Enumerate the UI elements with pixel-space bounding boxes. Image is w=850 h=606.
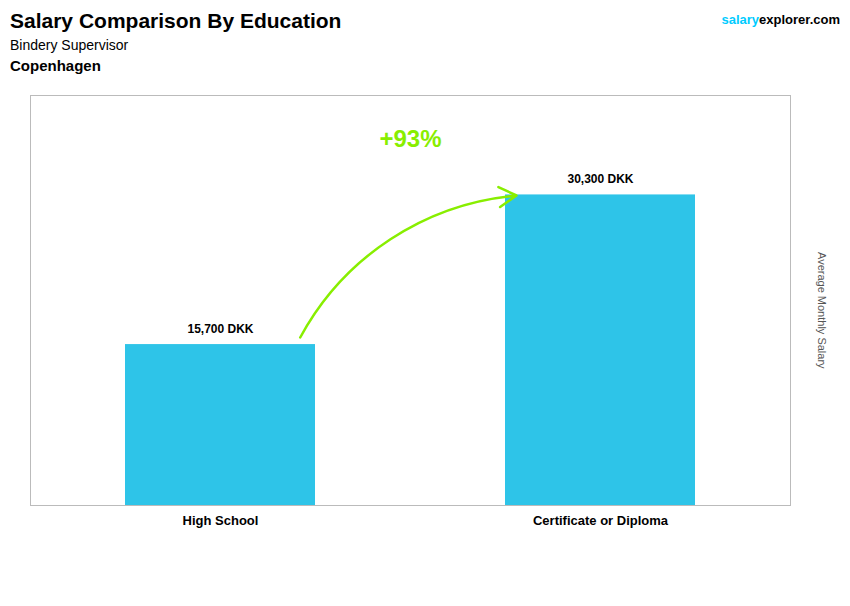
html-text:Average Monthly Salary: Average Monthly Salary: [816, 251, 828, 369]
svg-text:30,300 DKK: 30,300 DKK: [567, 172, 633, 186]
html-text:Copenhagen: Copenhagen: [10, 57, 101, 74]
svg-text:+93%: +93%: [379, 125, 441, 152]
html-text:Salary Comparison By Education: Salary Comparison By Education: [10, 9, 342, 32]
html-text:Bindery Supervisor: Bindery Supervisor: [10, 37, 129, 53]
svg-text:High School: High School: [183, 513, 259, 528]
svg-text:Certificate or Diploma: Certificate or Diploma: [533, 513, 669, 528]
svg-text:15,700 DKK: 15,700 DKK: [187, 322, 253, 336]
html-text:salary explorer.com: salary explorer.com: [721, 12, 840, 27]
